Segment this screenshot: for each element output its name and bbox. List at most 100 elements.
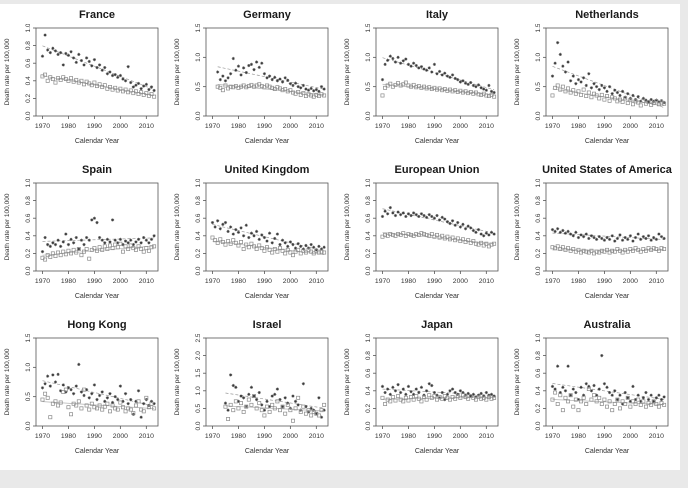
svg-text:0.4: 0.4 <box>25 231 32 240</box>
svg-text:1990: 1990 <box>427 433 442 440</box>
x-axis-label: Calendar Year <box>585 293 630 300</box>
svg-text:0.2: 0.2 <box>365 404 372 413</box>
svg-text:0.2: 0.2 <box>25 249 32 258</box>
chart-united-states-of-america: 0.0 0.2 0.4 0.6 0.8 1.0 1970 1980 1990 2000 2010 De… <box>514 179 669 300</box>
svg-text:1.0: 1.0 <box>25 179 32 188</box>
figure-canvas: France 0.0 0.2 0.4 0.6 0.8 1.0 1970 1980 1990 2000… <box>0 4 680 470</box>
series-b-points <box>550 244 667 256</box>
chart-netherlands: 0.0 0.5 1.0 1.5 1970 1980 1990 2000 2010 Death ra… <box>514 24 669 145</box>
svg-text:0.0: 0.0 <box>365 421 372 430</box>
x-axis-label: Calendar Year <box>245 448 290 455</box>
panel-title: Italy <box>425 9 448 21</box>
y-axis-label: Death rate per 100,000 <box>514 193 521 260</box>
svg-text:1970: 1970 <box>375 123 390 130</box>
panel-japan: Japan 0.0 0.2 0.4 0.6 0.8 1.0 1970 1980 1990 2000 2… <box>340 314 510 469</box>
panel-germany: Germany 0.0 0.5 1.0 1.5 1970 1980 1990 2000 2010 D… <box>170 4 340 159</box>
panel-italy: Italy 0.0 0.5 1.0 1.5 1970 1980 1990 2000 2010 Dea… <box>340 4 510 159</box>
svg-text:0.0: 0.0 <box>535 266 542 275</box>
svg-text:2.0: 2.0 <box>195 351 202 360</box>
svg-text:1970: 1970 <box>545 433 560 440</box>
chart-hong-kong: 0.0 0.5 1.0 1.5 1970 1980 1990 2000 2010 Death ra… <box>4 334 159 455</box>
svg-text:0.5: 0.5 <box>195 404 202 413</box>
series-b-points <box>550 387 667 413</box>
series-a-points <box>40 216 156 254</box>
svg-text:1.5: 1.5 <box>25 334 32 343</box>
y-axis-label: Death rate per 100,000 <box>514 38 521 105</box>
panel-title: Israel <box>252 319 282 331</box>
chart-united-kingdom: 0.0 0.2 0.4 0.6 0.8 1.0 1970 1980 1990 2000 2010 De… <box>174 179 329 300</box>
y-axis-label: Death rate per 100,000 <box>174 193 181 260</box>
svg-text:1980: 1980 <box>401 278 416 285</box>
chart-spain: 0.0 0.2 0.4 0.6 0.8 1.0 1970 1980 1990 2000 2010 De… <box>4 179 159 300</box>
y-axis-label: Death rate per 100,000 <box>174 348 181 415</box>
svg-text:0.4: 0.4 <box>195 231 202 240</box>
panel-title: Spain <box>82 164 112 176</box>
svg-text:0.4: 0.4 <box>365 386 372 395</box>
panel-title: United Kingdom <box>224 164 310 176</box>
svg-text:2010: 2010 <box>479 123 494 130</box>
series-b-points <box>380 393 497 406</box>
svg-text:2000: 2000 <box>623 123 638 130</box>
svg-text:1990: 1990 <box>87 123 102 130</box>
panel-australia: Australia 0.0 0.2 0.4 0.6 0.8 1.0 1970 1980 1990 2… <box>510 314 680 469</box>
y-axis-label: Death rate per 100,000 <box>344 38 351 105</box>
svg-text:0.4: 0.4 <box>365 231 372 240</box>
svg-text:2010: 2010 <box>309 123 324 130</box>
svg-text:1970: 1970 <box>375 278 390 285</box>
svg-text:2010: 2010 <box>309 433 324 440</box>
svg-text:0.5: 0.5 <box>535 82 542 91</box>
svg-text:2000: 2000 <box>113 278 128 285</box>
svg-text:1980: 1980 <box>571 278 586 285</box>
series-b-points <box>550 83 667 108</box>
svg-text:0.8: 0.8 <box>25 41 32 50</box>
chart-germany: 0.0 0.5 1.0 1.5 1970 1980 1990 2000 2010 Death ra… <box>174 24 329 145</box>
svg-text:0.0: 0.0 <box>365 266 372 275</box>
trend-line-series-a <box>382 57 495 91</box>
svg-text:2000: 2000 <box>113 123 128 130</box>
svg-text:2010: 2010 <box>479 278 494 285</box>
series-b-points <box>380 231 497 249</box>
svg-text:1.5: 1.5 <box>195 24 202 33</box>
svg-text:2010: 2010 <box>309 278 324 285</box>
svg-text:0.4: 0.4 <box>535 231 542 240</box>
y-axis-label: Death rate per 100,000 <box>174 38 181 105</box>
x-axis-label: Calendar Year <box>245 293 290 300</box>
svg-text:1980: 1980 <box>61 123 76 130</box>
trend-line-series-a <box>42 237 155 242</box>
svg-text:2000: 2000 <box>623 278 638 285</box>
svg-text:0.8: 0.8 <box>535 351 542 360</box>
chart-european-union: 0.0 0.2 0.4 0.6 0.8 1.0 1970 1980 1990 2000 2010 De… <box>344 179 499 300</box>
panel-netherlands: Netherlands 0.0 0.5 1.0 1.5 1970 1980 1990 2000 2… <box>510 4 680 159</box>
svg-text:0.2: 0.2 <box>25 94 32 103</box>
svg-text:2000: 2000 <box>453 123 468 130</box>
panel-united-states-of-america: United States of America 0.0 0.2 0.4 0.6 0.8 1… <box>510 159 680 314</box>
svg-text:1980: 1980 <box>401 123 416 130</box>
svg-text:2000: 2000 <box>113 433 128 440</box>
svg-text:1.0: 1.0 <box>25 24 32 33</box>
chart-italy: 0.0 0.5 1.0 1.5 1970 1980 1990 2000 2010 Death ra… <box>344 24 499 145</box>
svg-text:0.8: 0.8 <box>195 196 202 205</box>
svg-text:0.4: 0.4 <box>535 386 542 395</box>
series-a-points <box>380 206 496 238</box>
svg-text:1970: 1970 <box>545 278 560 285</box>
svg-text:1980: 1980 <box>571 123 586 130</box>
trend-line-series-a <box>552 383 665 400</box>
trend-line-series-a <box>382 388 495 396</box>
x-axis-label: Calendar Year <box>585 138 630 145</box>
svg-text:0.0: 0.0 <box>195 266 202 275</box>
svg-text:2000: 2000 <box>283 433 298 440</box>
series-b-points <box>215 82 327 99</box>
svg-text:1990: 1990 <box>597 123 612 130</box>
svg-text:0.5: 0.5 <box>365 82 372 91</box>
panel-hong-kong: Hong Kong 0.0 0.5 1.0 1.5 1970 1980 1990 2000 201… <box>0 314 170 469</box>
svg-text:2010: 2010 <box>649 278 664 285</box>
panel-title: United States of America <box>542 164 672 176</box>
svg-text:1990: 1990 <box>87 278 102 285</box>
svg-text:1.0: 1.0 <box>535 334 542 343</box>
svg-text:1980: 1980 <box>231 278 246 285</box>
svg-text:0.0: 0.0 <box>535 421 542 430</box>
svg-text:1.5: 1.5 <box>535 24 542 33</box>
series-b-points <box>210 235 327 258</box>
series-a-points <box>216 56 326 93</box>
svg-text:1970: 1970 <box>205 123 220 130</box>
